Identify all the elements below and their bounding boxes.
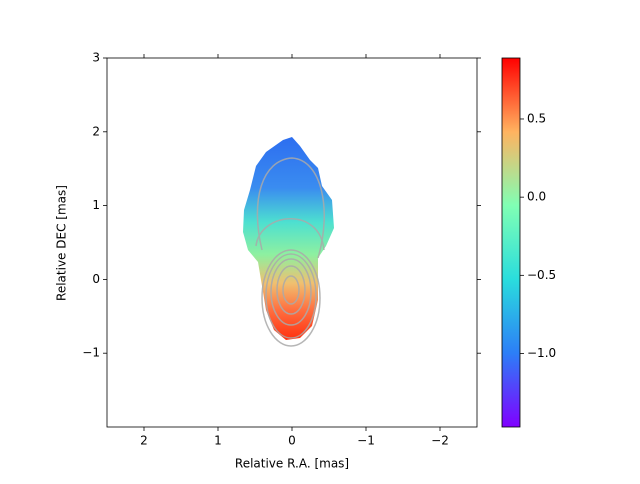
spectral-index-map xyxy=(243,137,334,340)
colorbar xyxy=(501,57,521,428)
y-tick-label: 1 xyxy=(92,198,100,212)
x-tick-label: 2 xyxy=(140,434,148,448)
x-tick-label: 0 xyxy=(288,434,296,448)
contours xyxy=(255,157,325,347)
y-tick-label: −1 xyxy=(82,346,100,360)
y-tick-label: 3 xyxy=(92,51,100,65)
x-axis-label: Relative R.A. [mas] xyxy=(235,457,349,471)
y-tick-label: 0 xyxy=(92,272,100,286)
y-tick-label: 2 xyxy=(92,124,100,138)
colorbar-tick-label: 0.5 xyxy=(527,111,546,125)
x-tick-label: −1 xyxy=(357,434,375,448)
colorbar-tick-label: 0.0 xyxy=(527,190,546,204)
colorbar-tick-label: −0.5 xyxy=(527,268,556,282)
y-axis-label: Relative DEC [mas] xyxy=(55,185,69,301)
x-tick-label: 1 xyxy=(214,434,222,448)
x-tick-label: −2 xyxy=(431,434,449,448)
colorbar-tick-label: −1.0 xyxy=(527,346,556,360)
